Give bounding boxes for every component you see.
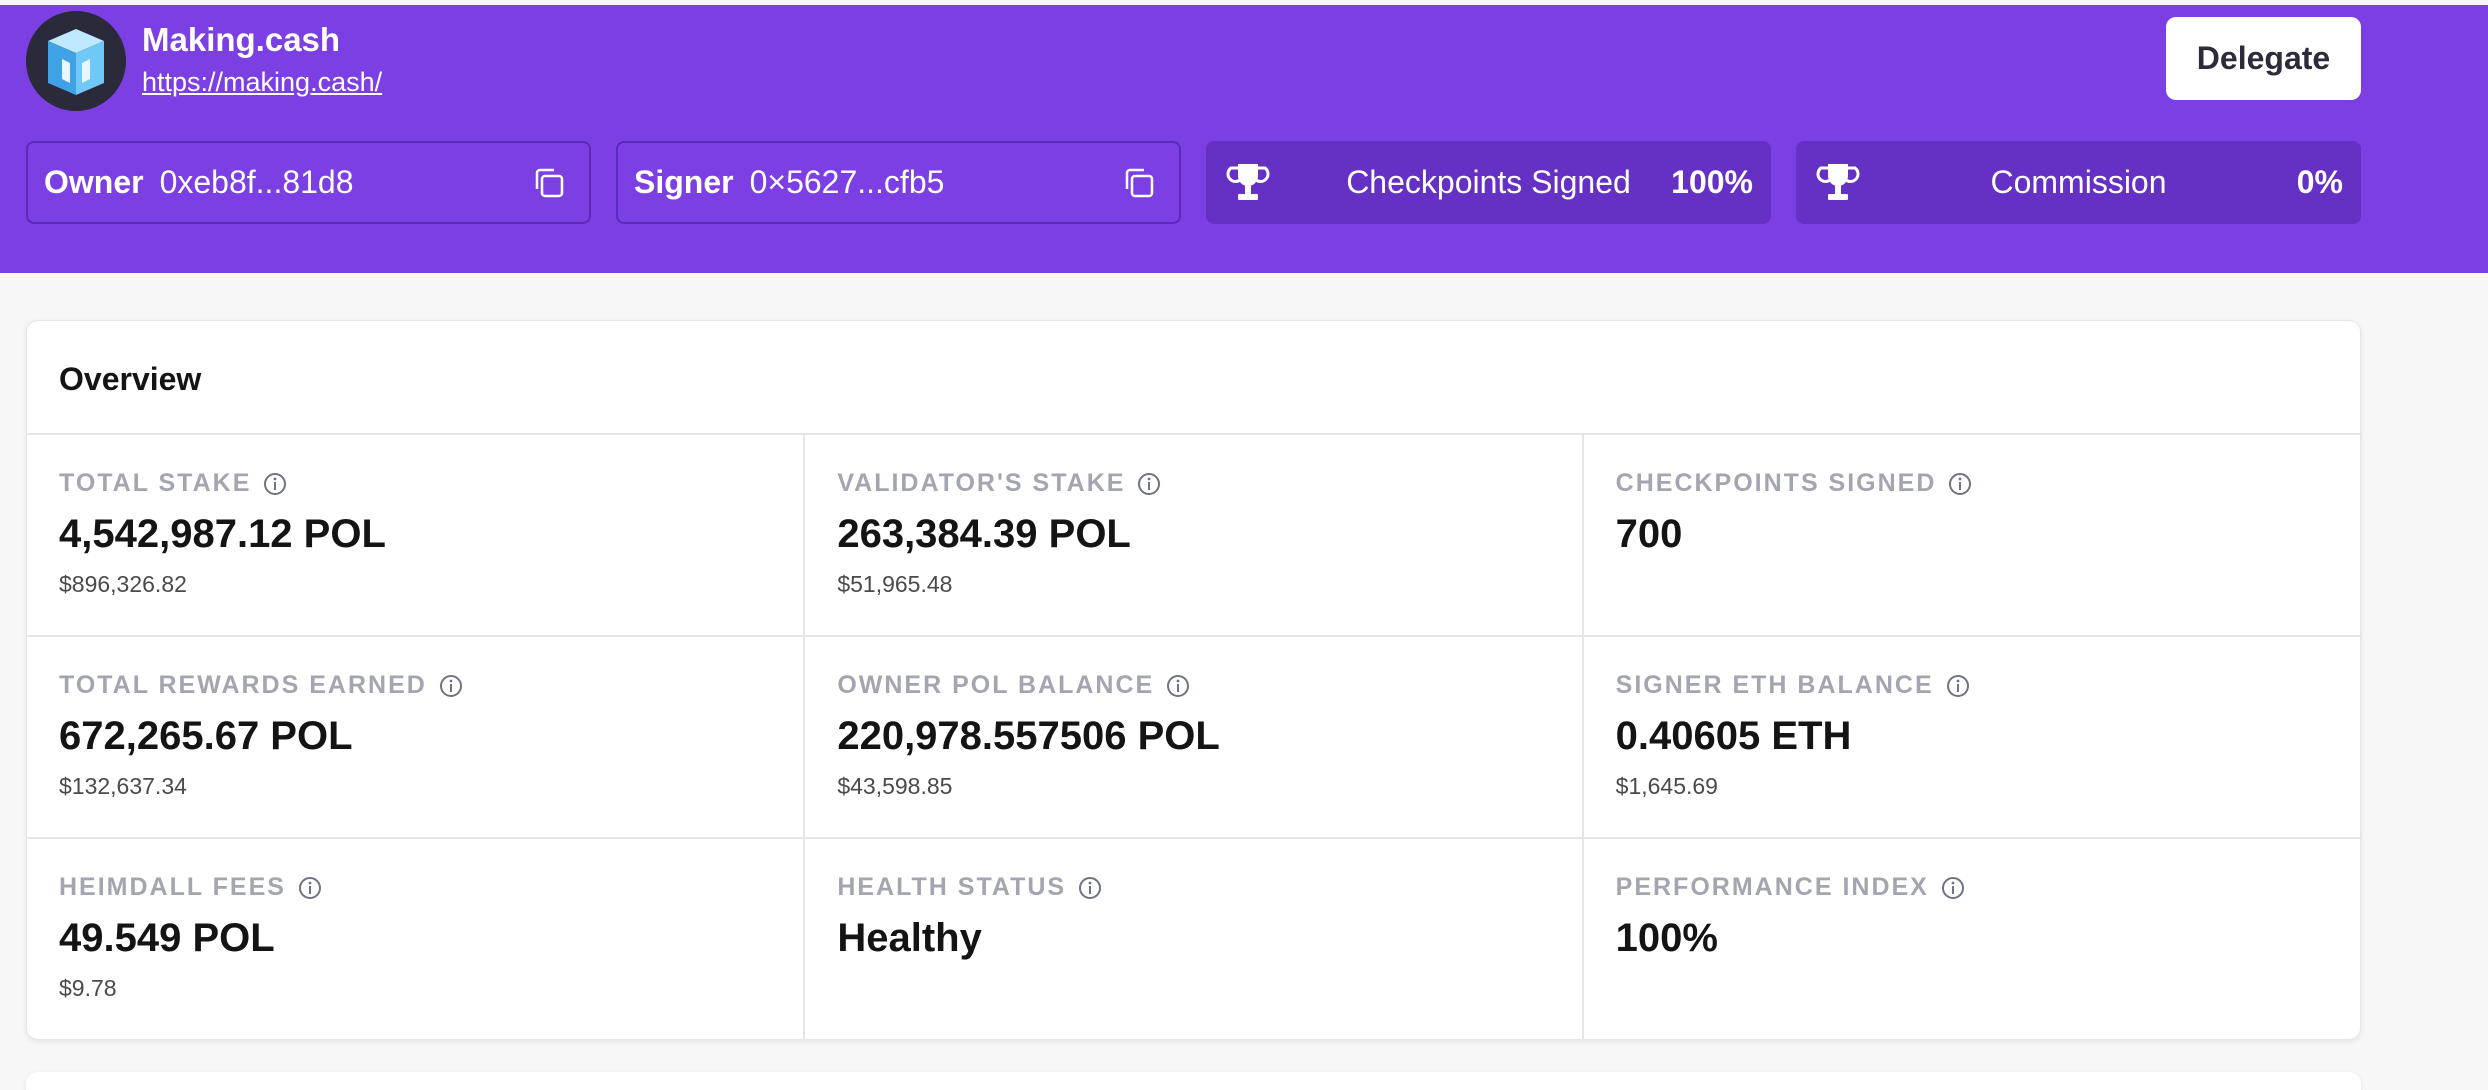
cell-label: VALIDATOR'S STAKE <box>837 469 1126 497</box>
cell-label: TOTAL REWARDS EARNED <box>59 671 427 699</box>
validator-website-link[interactable]: https://making.cash/ <box>142 67 383 97</box>
checkpoints-signed-label: Checkpoints Signed <box>1346 164 1631 200</box>
validator-name: Making.cash <box>142 21 341 58</box>
cell-usd-value: $43,598.85 <box>837 773 953 799</box>
info-icon[interactable] <box>1166 674 1190 698</box>
owner-address: 0xeb8f...81d8 <box>159 164 354 200</box>
validator-header: Making.cash https://making.cash/ Delegat… <box>0 5 2488 273</box>
cell-value: 49.549 POL <box>59 916 275 960</box>
commission-card: Commission 0% <box>1796 141 2361 224</box>
validator-logo-icon <box>26 11 126 111</box>
owner-label: Owner <box>44 164 144 200</box>
copy-owner-icon[interactable] <box>531 165 567 201</box>
cell-value: 4,542,987.12 POL <box>59 512 386 556</box>
cell-usd-value: $1,645.69 <box>1615 773 1718 799</box>
checkpoints-signed-card: Checkpoints Signed 100% <box>1206 141 1771 224</box>
overview-title: Overview <box>59 361 202 397</box>
overview-grid: TOTAL STAKE 4,542,987.12 POL $896,326.82… <box>27 433 2362 1041</box>
cell-label: SIGNER ETH BALANCE <box>1615 671 1934 699</box>
cell-value: 220,978.557506 POL <box>837 714 1220 758</box>
next-panel <box>26 1072 2361 1090</box>
cell-value: 672,265.67 POL <box>59 714 353 758</box>
cell-usd-value: $896,326.82 <box>59 571 187 597</box>
trophy-icon <box>1816 164 1860 200</box>
total-rewards-cell: TOTAL REWARDS EARNED 672,265.67 POL $132… <box>27 637 806 839</box>
cell-label: HEIMDALL FEES <box>59 873 286 901</box>
signer-eth-balance-cell: SIGNER ETH BALANCE 0.40605 ETH $1,645.69 <box>1583 637 2362 839</box>
info-icon[interactable] <box>263 472 287 496</box>
info-icon[interactable] <box>1946 674 1970 698</box>
validators-stake-cell: VALIDATOR'S STAKE 263,384.39 POL $51,965… <box>805 435 1584 637</box>
cell-label: OWNER POL BALANCE <box>837 671 1155 699</box>
cell-label: TOTAL STAKE <box>59 469 252 497</box>
copy-signer-icon[interactable] <box>1121 165 1157 201</box>
cell-value: 100% <box>1615 916 1718 960</box>
delegate-button[interactable]: Delegate <box>2166 17 2361 100</box>
signer-label: Signer <box>634 164 734 200</box>
cell-label: CHECKPOINTS SIGNED <box>1615 469 1937 497</box>
info-icon[interactable] <box>298 876 322 900</box>
overview-panel: Overview TOTAL STAKE 4,542,987.12 POL $8… <box>26 320 2362 1041</box>
commission-label: Commission <box>1990 164 2167 200</box>
info-icon[interactable] <box>1948 472 1972 496</box>
cell-label: HEALTH STATUS <box>837 873 1067 901</box>
cell-value: 0.40605 ETH <box>1615 714 1852 758</box>
trophy-icon <box>1226 164 1270 200</box>
checkpoints-signed-cell: CHECKPOINTS SIGNED 700 <box>1583 435 2362 637</box>
cell-value: 263,384.39 POL <box>837 512 1131 556</box>
owner-pol-balance-cell: OWNER POL BALANCE 220,978.557506 POL $43… <box>805 637 1584 839</box>
total-stake-cell: TOTAL STAKE 4,542,987.12 POL $896,326.82 <box>27 435 806 637</box>
cell-usd-value: $51,965.48 <box>837 571 953 597</box>
owner-address-card: Owner 0xeb8f...81d8 <box>26 141 591 224</box>
info-icon[interactable] <box>1941 876 1965 900</box>
commission-value: 0% <box>2296 164 2343 200</box>
signer-address: 0×5627...cfb5 <box>749 164 945 200</box>
info-icon[interactable] <box>1078 876 1102 900</box>
info-icon[interactable] <box>1137 472 1161 496</box>
cell-value: Healthy <box>837 916 982 960</box>
checkpoints-signed-value: 100% <box>1671 164 1753 200</box>
health-status-cell: HEALTH STATUS Healthy <box>805 839 1584 1041</box>
cell-usd-value: $132,637.34 <box>59 773 187 799</box>
cell-value: 700 <box>1615 512 1683 556</box>
cell-usd-value: $9.78 <box>59 975 117 1001</box>
signer-address-card: Signer 0×5627...cfb5 <box>616 141 1181 224</box>
cell-label: PERFORMANCE INDEX <box>1615 873 1929 901</box>
performance-index-cell: PERFORMANCE INDEX 100% <box>1584 839 2362 1041</box>
info-icon[interactable] <box>439 674 463 698</box>
heimdall-fees-cell: HEIMDALL FEES 49.549 POL $9.78 <box>27 839 806 1041</box>
